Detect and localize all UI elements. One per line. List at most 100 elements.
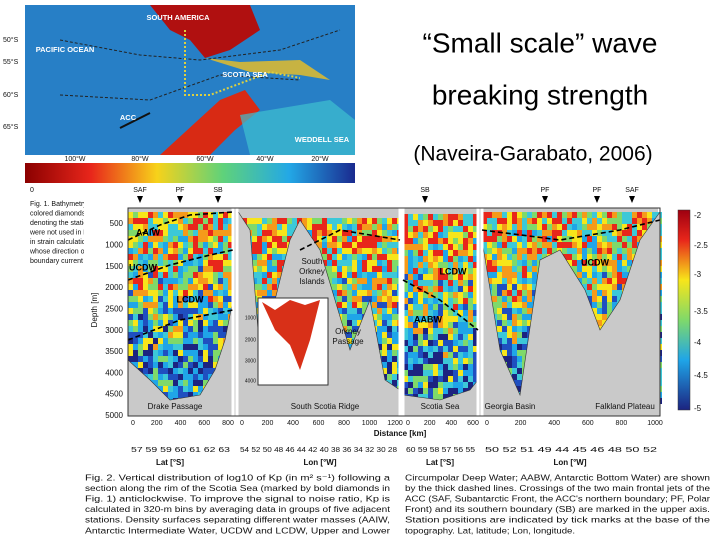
heat-cell [433,382,438,388]
colorbar-label: 0 [30,187,34,194]
heat-cell [158,278,163,284]
heat-cell [148,350,153,356]
heat-cell [428,232,433,238]
heat-cell [387,284,392,290]
heat-cell [213,242,218,248]
heat-cell [592,308,597,314]
heat-cell [218,272,223,278]
heat-cell [203,212,208,218]
heat-cell [178,266,183,272]
heat-cell [267,254,272,260]
heat-cell [153,290,158,296]
heat-cell [272,284,277,290]
heat-cell [267,278,272,284]
caption-line: ACC (SAF, Subantarctic Front, the ACC's … [405,493,710,503]
lat-label: 65°S [3,123,19,131]
heat-cell [622,278,627,284]
heat-cell [473,364,478,370]
heat-cell [198,266,203,272]
heat-cell [188,362,193,368]
heat-cell [527,296,532,302]
heat-cell [567,254,572,260]
heat-cell [423,304,428,310]
colorbar-tick: -4 [694,338,702,347]
antarctic-peninsula [160,90,260,155]
heat-cell [468,226,473,232]
heat-cell [357,242,362,248]
heat-cell [347,296,352,302]
heat-cell [612,230,617,236]
heat-cell [557,230,562,236]
heat-cell [587,284,592,290]
heat-cell [572,266,577,272]
heat-cell [408,364,413,370]
heat-cell [418,262,423,268]
heat-cell [367,296,372,302]
heat-cell [213,248,218,254]
heat-cell [622,236,627,242]
heat-cell [282,218,287,224]
heat-cell [203,284,208,290]
heat-cell [158,374,163,380]
heat-cell [507,242,512,248]
heat-cell [367,248,372,254]
heat-cell [577,212,582,218]
heat-cell [128,266,133,272]
heat-cell [492,236,497,242]
heat-cell [337,302,342,308]
heat-cell [487,248,492,254]
heat-cell [153,374,158,380]
heat-cell [148,278,153,284]
heat-cell [423,382,428,388]
heat-cell [362,266,367,272]
heat-cell [153,320,158,326]
heat-cell [198,302,203,308]
heat-cell [443,316,448,322]
heat-cell [183,212,188,218]
heat-cell [208,242,213,248]
heat-cell [418,274,423,280]
heat-cell [138,332,143,338]
heat-cell [188,236,193,242]
heat-cell [502,356,507,362]
heat-cell [453,370,458,376]
heat-cell [168,338,173,344]
heat-cell [178,284,183,290]
heat-cell [438,352,443,358]
heat-cell [173,380,178,386]
heat-cell [128,338,133,344]
heat-cell [193,308,198,314]
heat-cell [148,356,153,362]
heat-cell [403,304,408,310]
heat-cell [423,388,428,394]
heat-cell [158,224,163,230]
heat-cell [557,218,562,224]
heat-cell [487,230,492,236]
heat-cell [188,332,193,338]
heat-cell [612,248,617,254]
heat-cell [387,356,392,362]
heat-cell [557,236,562,242]
heat-cell [183,272,188,278]
place-label: Passage [332,337,364,346]
heat-cell [208,326,213,332]
heat-cell [327,272,332,278]
heat-cell [362,242,367,248]
heat-cell [517,218,522,224]
heat-cell [302,218,307,224]
heat-cell [387,350,392,356]
heat-cell [418,346,423,352]
heat-cell [602,260,607,266]
heat-cell [468,352,473,358]
heat-cell [413,358,418,364]
heat-cell [133,236,138,242]
heat-cell [403,370,408,376]
heat-cell [597,272,602,278]
heat-cell [602,212,607,218]
heat-cell [458,214,463,220]
heat-cell [438,232,443,238]
heat-cell [418,232,423,238]
heat-cell [198,290,203,296]
heat-cell [392,332,397,338]
heat-cell [607,254,612,260]
